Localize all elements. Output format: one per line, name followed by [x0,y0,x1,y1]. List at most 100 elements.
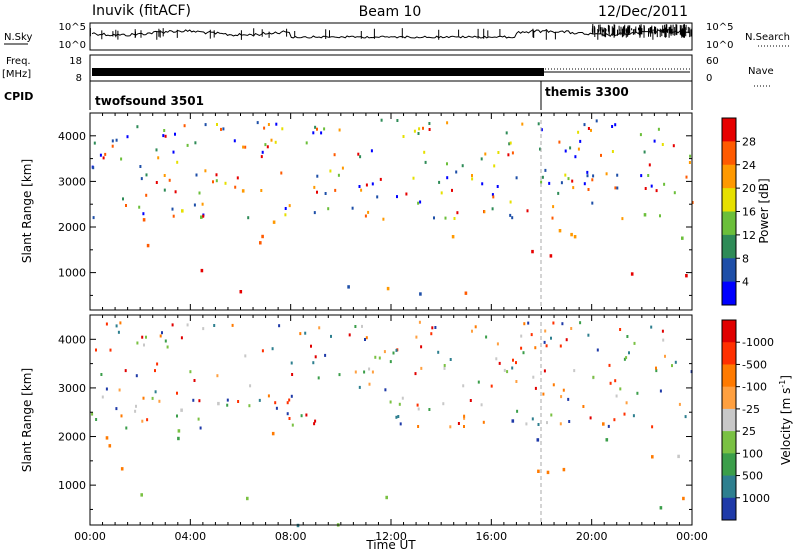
echo-cell-sparse [544,168,547,172]
echo-cell-sparse [384,388,387,392]
colorbar-tick-label-6: 500 [742,470,763,483]
echo-cell-sparse [389,360,392,364]
power-xticks [89,113,693,310]
echo-cell-sparse [418,127,421,131]
echo-cell-sparse [305,141,308,145]
echo-cell [531,249,534,254]
echo-cell-sparse [446,176,449,180]
echo-cell-sparse [320,131,323,135]
echo-cell-sparse [614,186,617,190]
echo-cell [419,292,422,296]
echo-cell [630,272,634,276]
xtick-label-1: 04:00 [174,530,206,543]
echo-cell-sparse [204,169,207,173]
echo-cell-sparse [623,357,626,361]
echo-cell-sparse [100,373,103,376]
echo-cell-sparse [155,148,158,152]
echo-cell-sparse [420,366,423,370]
echo-cell-sparse [453,217,456,220]
echo-cell-sparse [402,135,405,138]
echo-cell-sparse [357,152,360,156]
echo-cell-sparse [647,174,650,177]
echo-cell-sparse [577,130,580,134]
echo-cell-sparse [202,214,205,218]
echo-cell-sparse [120,414,123,418]
echo-cell-sparse [582,405,585,408]
echo-cell-sparse [267,123,270,126]
colorbar-swatch-1 [722,141,736,166]
echo-cell-sparse [313,185,316,189]
cpid-segment-2: themis 3300 [545,85,629,99]
echo-cell-sparse [95,418,98,421]
echo-cell-sparse [503,368,506,372]
echo-cell-sparse [480,157,483,161]
echo-cell-sparse [124,369,127,373]
echo-cell [241,189,245,193]
echo-cell-sparse [236,176,239,180]
echo-cell-sparse [338,128,341,132]
echo-cell-sparse [247,216,250,220]
echo-cell [537,469,540,473]
echo-cell-sparse [659,389,662,393]
echo-cell-sparse [511,216,514,220]
echo-cell-sparse [199,426,202,430]
echo-cell-sparse [260,189,263,192]
colorbar-tick-label-6: 4 [742,276,749,289]
colorbar-tick-label-2: -100 [742,381,767,394]
echo-cell-sparse [166,345,169,349]
echo-cell-sparse [560,395,563,399]
echo-cell-sparse [374,355,377,359]
cpid-panel: CPID twofsound 3501 themis 3300 [4,81,693,110]
echo-cell-sparse [449,358,452,361]
echo-cell-sparse [290,394,293,398]
echo-cell-sparse [389,400,392,404]
echo-cell-sparse [310,344,312,348]
echo-cell-sparse [172,214,175,218]
velocity-plot-area [90,315,692,525]
echo-cell-sparse [142,212,145,216]
velocity-scatter [91,320,693,528]
echo-cell-sparse [313,422,316,426]
echo-cell-sparse [521,122,524,126]
echo-cell-sparse [449,425,452,429]
noise-left-label: N.Sky [4,32,32,43]
echo-cell [177,429,181,433]
echo-cell-sparse [368,367,371,371]
echo-cell-sparse [359,155,362,159]
echo-cell-sparse [224,181,227,185]
echo-cell-sparse [542,392,545,396]
echo-cell-sparse [545,344,548,348]
echo-cell-sparse [333,153,336,157]
echo-cell-sparse [95,348,97,352]
echo-cell-sparse [462,384,465,388]
echo-cell-sparse [248,404,251,408]
echo-cell-sparse [364,214,367,218]
noise-right-tick-bottom: 10^0 [706,40,733,51]
echo-cell [385,495,388,500]
echo-cell-sparse [313,211,316,215]
echo-cell-sparse [423,150,426,154]
echo-cell-sparse [689,154,692,158]
echo-cell-sparse [337,173,340,177]
echo-cell-sparse [417,132,420,135]
echo-cell [536,438,540,442]
echo-cell-sparse [172,150,175,154]
colorbar-swatch-6 [722,453,736,477]
echo-cell-sparse [216,374,219,378]
echo-cell-sparse [105,322,108,326]
xtick-label-4: 16:00 [475,530,507,543]
echo-cell-sparse [154,390,157,394]
echo-cell-sparse [440,191,443,195]
echo-cell-sparse [291,373,294,376]
echo-cell-sparse [583,123,586,127]
ytick-label-1: 2000 [58,221,86,234]
echo-cell-sparse [371,182,374,186]
echo-cell-sparse [567,397,570,401]
echo-cell-sparse [571,179,574,183]
echo-cell-sparse [312,361,315,365]
echo-cell-sparse [324,192,327,195]
echo-cell-sparse [186,323,189,327]
echo-cell-sparse [93,141,96,145]
echo-cell-sparse [633,341,636,345]
velocity-panel: 1000 2000 3000 4000 00:00 04:00 08:00 12:00 16:… [20,314,793,552]
